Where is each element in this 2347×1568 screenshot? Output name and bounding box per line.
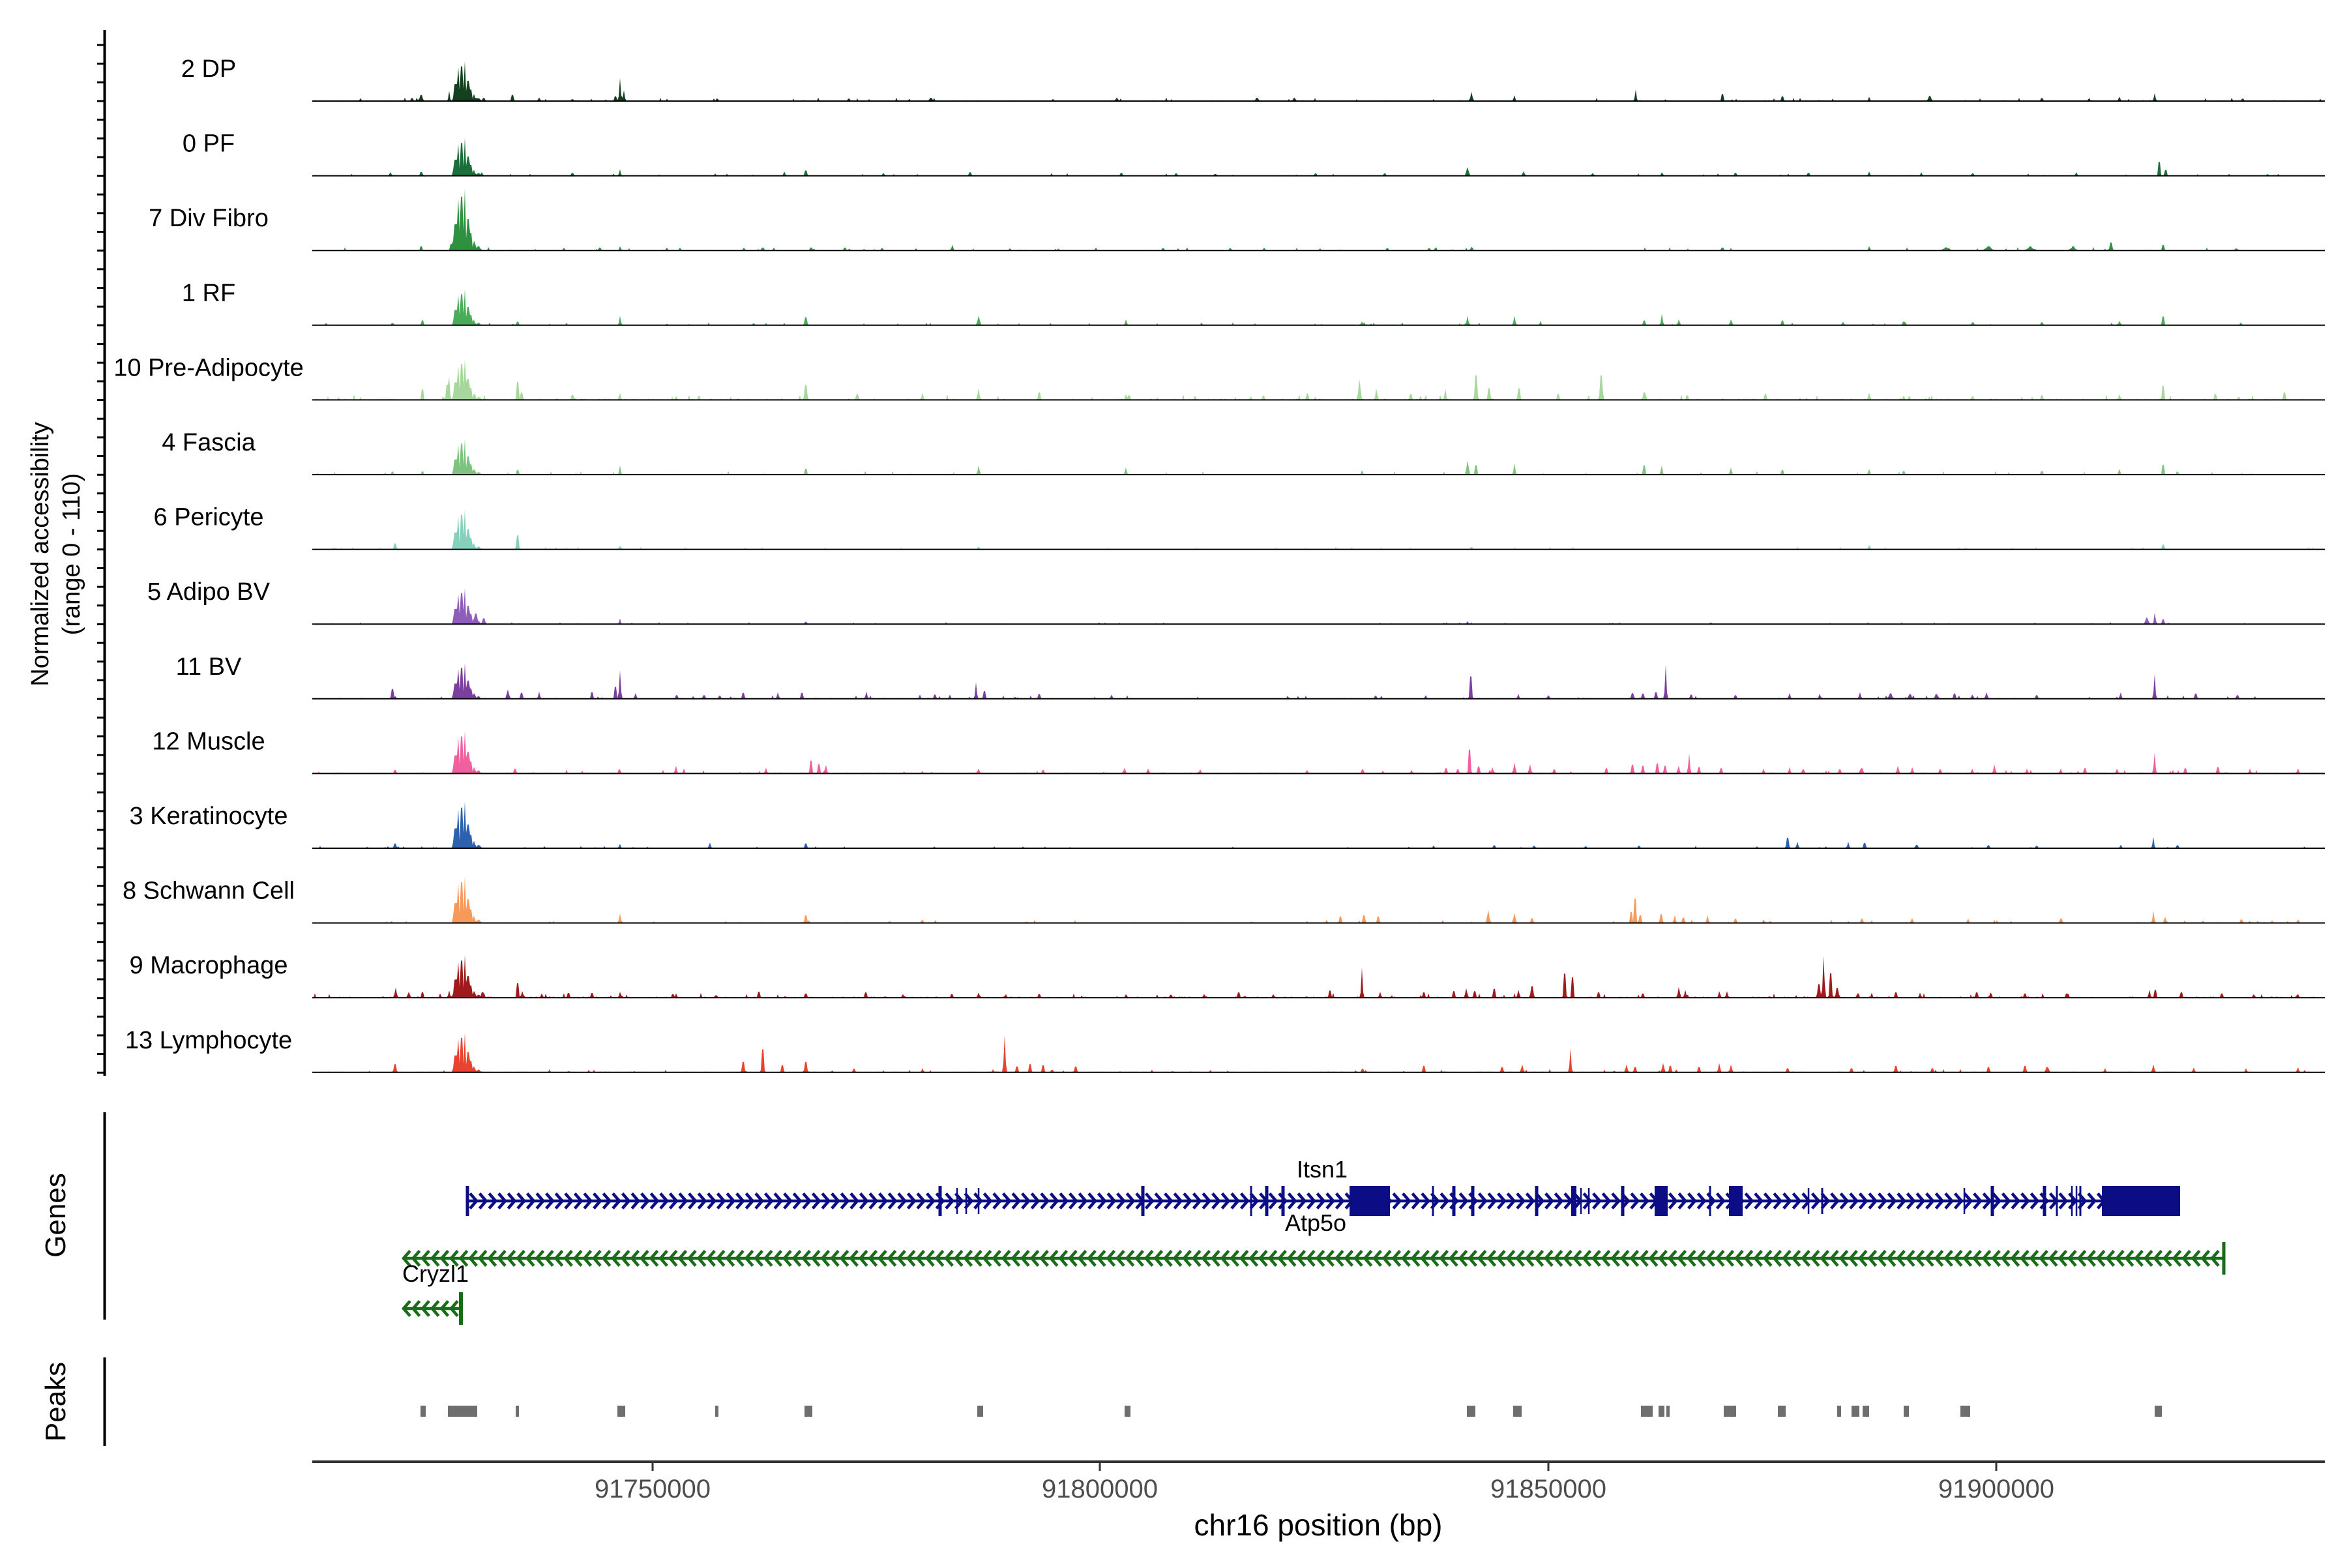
svg-text:Atp5o: Atp5o xyxy=(1285,1209,1346,1236)
svg-text:Itsn1: Itsn1 xyxy=(1297,1156,1348,1183)
svg-text:Cryzl1: Cryzl1 xyxy=(402,1260,469,1287)
svg-text:13 Lymphocyte: 13 Lymphocyte xyxy=(125,1027,292,1054)
svg-text:Genes: Genes xyxy=(40,1173,72,1258)
svg-text:8 Schwann Cell: 8 Schwann Cell xyxy=(123,878,295,905)
svg-text:91750000: 91750000 xyxy=(595,1475,711,1503)
svg-text:6 Pericyte: 6 Pericyte xyxy=(154,504,264,531)
svg-text:91900000: 91900000 xyxy=(1938,1475,2054,1503)
svg-text:Normalized accessibility: Normalized accessibility xyxy=(27,422,54,686)
svg-text:1 RF: 1 RF xyxy=(182,280,235,307)
svg-text:10 Pre-Adipocyte: 10 Pre-Adipocyte xyxy=(113,354,304,381)
svg-text:11 BV: 11 BV xyxy=(176,653,242,681)
svg-text:4 Fascia: 4 Fascia xyxy=(162,429,256,456)
svg-text:3 Keratinocyte: 3 Keratinocyte xyxy=(130,803,288,830)
svg-text:91850000: 91850000 xyxy=(1490,1475,1606,1503)
svg-text:5 Adipo BV: 5 Adipo BV xyxy=(147,578,271,606)
svg-text:0 PF: 0 PF xyxy=(183,130,235,158)
svg-text:2 DP: 2 DP xyxy=(181,55,236,83)
svg-text:chr16 position (bp): chr16 position (bp) xyxy=(1194,1508,1443,1542)
svg-text:91800000: 91800000 xyxy=(1042,1475,1158,1503)
svg-text:9 Macrophage: 9 Macrophage xyxy=(130,952,288,979)
svg-text:Peaks: Peaks xyxy=(40,1362,72,1442)
svg-text:(range 0 - 110): (range 0 - 110) xyxy=(58,473,85,636)
svg-text:7 Div Fibro: 7 Div Fibro xyxy=(149,205,269,232)
svg-text:12 Muscle: 12 Muscle xyxy=(152,728,265,755)
